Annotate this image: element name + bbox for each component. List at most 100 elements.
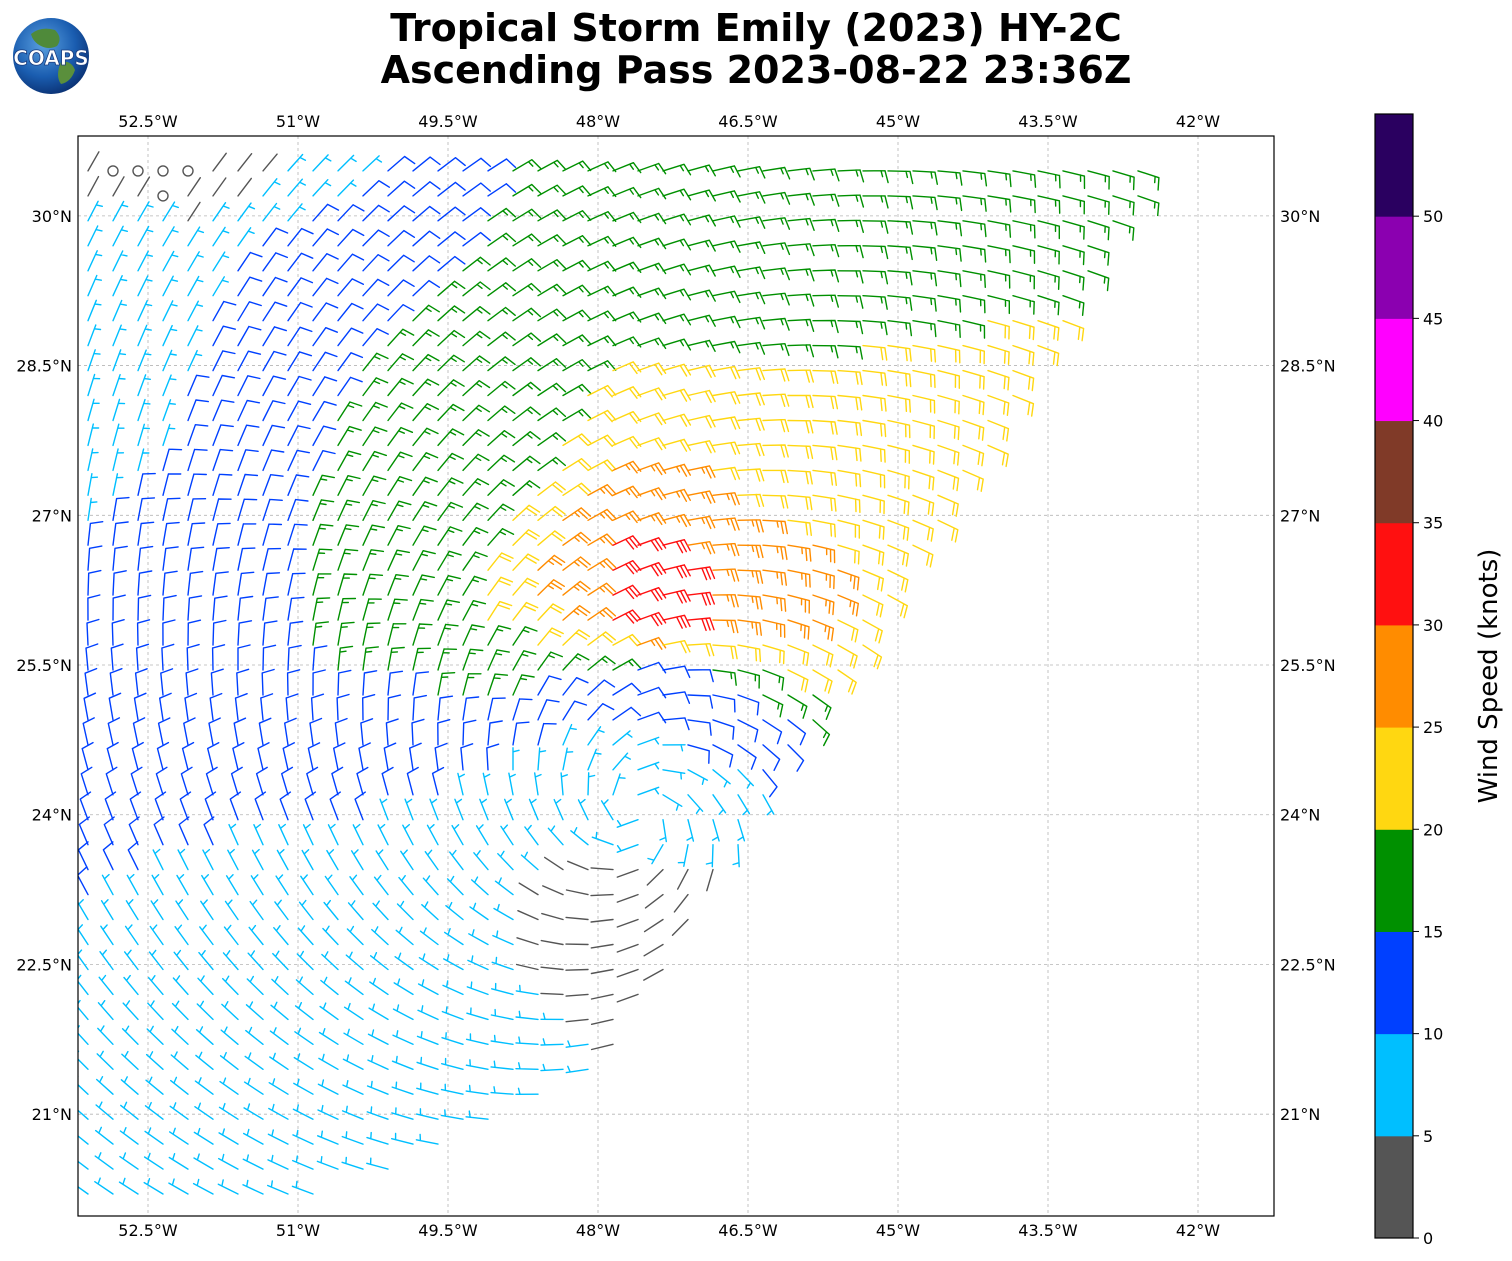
wind-barb	[151, 874, 164, 896]
wind-barb	[812, 519, 836, 538]
wind-barb	[171, 1000, 189, 1021]
x-tick-label-bottom: 43.5°W	[1018, 1221, 1078, 1240]
wind-barb	[687, 389, 716, 404]
wind-barb	[412, 279, 441, 297]
wind-barb	[78, 1135, 89, 1145]
wind-barb	[212, 276, 229, 297]
wind-barb	[237, 375, 261, 397]
wind-barb	[812, 319, 839, 334]
wind-barb	[416, 1056, 439, 1070]
wind-barb	[887, 594, 908, 619]
wind-barb	[762, 217, 791, 230]
wind-barb	[540, 939, 564, 946]
wind-barb	[412, 230, 441, 247]
wind-barb	[412, 671, 430, 696]
wind-barb	[637, 736, 660, 746]
wind-barb	[162, 374, 177, 397]
wind-barb	[762, 343, 790, 357]
wind-barb	[187, 619, 202, 646]
wind-barb	[262, 644, 277, 671]
colorbar-label: Wind Speed (knots)	[1474, 549, 1504, 804]
wind-barb	[212, 571, 229, 596]
wind-barb	[187, 448, 208, 472]
wind-barb	[187, 424, 209, 447]
wind-barb	[837, 644, 858, 669]
wind-barb	[291, 1180, 314, 1195]
wind-barb	[317, 1079, 339, 1095]
wind-barb	[937, 270, 962, 288]
wind-barb	[612, 535, 642, 550]
wind-barb	[587, 726, 605, 746]
wind-barb	[737, 719, 759, 743]
wind-barb	[437, 550, 462, 571]
wind-barb	[217, 1179, 239, 1195]
wind-barb	[126, 873, 139, 896]
wind-barb	[112, 594, 126, 621]
wind-barb	[437, 672, 456, 696]
wind-barb	[292, 1104, 314, 1120]
wind-barb	[987, 344, 1010, 365]
wind-barb	[229, 791, 242, 821]
wind-barb	[662, 313, 692, 326]
wind-barb	[787, 394, 814, 409]
wind-barb	[95, 1101, 114, 1120]
wind-barb	[276, 849, 289, 871]
wind-barb	[887, 195, 914, 210]
wind-barb	[100, 924, 114, 946]
wind-barb	[124, 924, 139, 946]
wind-barb	[562, 747, 574, 771]
wind-barb	[737, 241, 766, 254]
colorbar-tick-label: 0	[1423, 1229, 1433, 1248]
wind-barb	[512, 553, 540, 571]
wind-barb	[612, 162, 642, 174]
wind-barb	[812, 494, 837, 512]
wind-barb	[837, 469, 862, 488]
wind-barb	[269, 1052, 289, 1070]
wind-barb	[737, 769, 754, 789]
wind-barb	[987, 245, 1011, 264]
wind-barb	[287, 252, 314, 272]
wind-barb	[887, 170, 914, 185]
wind-barb	[218, 1128, 239, 1145]
wind-barb	[837, 320, 864, 335]
y-tick-label-right: 22.5°N	[1280, 955, 1336, 974]
wind-barb	[712, 391, 741, 405]
wind-barb	[462, 696, 480, 721]
wind-barb	[487, 576, 514, 596]
wind-barb	[387, 328, 415, 347]
wind-barb	[78, 866, 89, 896]
wind-barb	[837, 270, 864, 284]
y-tick-label-right: 24°N	[1280, 806, 1320, 825]
wind-barb	[587, 260, 617, 272]
wind-barb	[712, 769, 731, 788]
wind-barb	[486, 743, 500, 771]
wind-barb	[153, 816, 165, 846]
wind-barb	[424, 849, 439, 871]
wind-barb	[862, 220, 889, 234]
wind-barb	[687, 189, 716, 202]
y-tick-label-right: 28.5°N	[1280, 357, 1336, 376]
wind-barb	[237, 350, 262, 372]
wind-barb	[225, 874, 239, 896]
wind-barb	[262, 474, 284, 496]
wind-barb	[112, 473, 124, 496]
wind-barb	[172, 975, 189, 996]
wind-barb	[362, 328, 389, 347]
wind-barb	[937, 320, 961, 338]
wind-barb	[269, 1027, 289, 1045]
wind-barb	[540, 992, 564, 996]
wind-barb	[812, 419, 838, 435]
wind-barb	[437, 403, 465, 422]
wind-barb	[637, 362, 667, 376]
wind-barb	[712, 441, 741, 455]
wind-barb	[169, 1127, 189, 1145]
wind-barb	[437, 695, 454, 721]
wind-barb	[512, 406, 541, 422]
wind-barb	[616, 844, 639, 853]
wind-barb	[87, 521, 104, 546]
wind-barb	[362, 450, 387, 472]
wind-barb	[154, 791, 167, 821]
wind-barb	[312, 228, 339, 247]
wind-barb	[962, 295, 986, 314]
wind-barb	[565, 1018, 589, 1023]
